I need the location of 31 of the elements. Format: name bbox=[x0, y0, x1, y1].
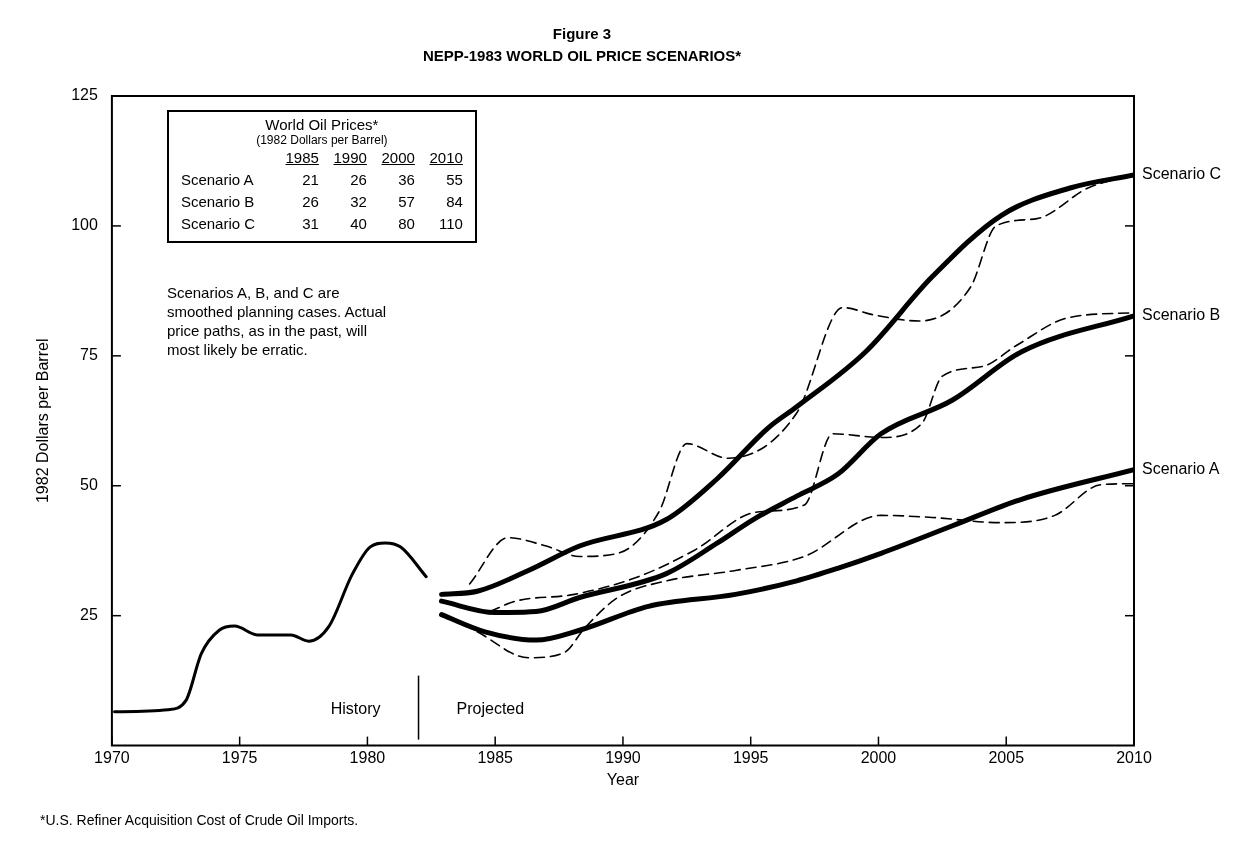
y-tick-label: 75 bbox=[80, 346, 98, 364]
y-tick-label: 50 bbox=[80, 476, 98, 494]
text: Scenario C 31 40 80 110 bbox=[180, 215, 463, 232]
text: Scenario A 21 26 36 55 bbox=[180, 171, 463, 188]
series-label: Scenario A bbox=[1142, 460, 1220, 478]
x-tick-label: 1970 bbox=[94, 748, 130, 766]
y-tick-label: 100 bbox=[71, 216, 98, 234]
y-axis-title: 1982 Dollars per Barrel bbox=[34, 338, 52, 504]
chart-subtitle: NEPP-1983 WORLD OIL PRICE SCENARIOS* bbox=[422, 47, 742, 65]
x-axis-title: Year bbox=[606, 770, 640, 788]
annotation: World Oil Prices* bbox=[264, 116, 380, 133]
text: *U.S. Refiner Acquisition Cost of Crude Oil Imports. bbox=[40, 812, 359, 828]
x-tick-label: 2010 bbox=[1116, 748, 1152, 766]
series-label: Scenario B bbox=[1142, 306, 1221, 324]
annotation: History bbox=[330, 700, 381, 718]
x-tick-label: 1980 bbox=[349, 748, 386, 766]
text: Scenario B 26 32 57 84 bbox=[180, 193, 463, 210]
y-tick-label: 25 bbox=[80, 606, 98, 624]
x-tick-label: 2000 bbox=[860, 748, 897, 766]
chart-title: Figure 3 bbox=[552, 25, 612, 43]
series-label: Scenario C bbox=[1142, 165, 1222, 183]
x-tick-label: 2005 bbox=[988, 748, 1025, 766]
x-tick-label: 1990 bbox=[605, 748, 641, 766]
x-tick-label: 1985 bbox=[477, 748, 514, 766]
annotation: Scenarios A, B, and C are smoothed planning cases. Actual price paths, as in the past, will most likely be erratic. bbox=[166, 283, 388, 359]
y-tick-label: 125 bbox=[71, 86, 98, 104]
annotation: Projected bbox=[456, 700, 525, 718]
x-tick-label: 1975 bbox=[221, 748, 258, 766]
x-tick-label: 1995 bbox=[732, 748, 769, 766]
annotation: 1985 1990 2000 2010 bbox=[284, 148, 463, 168]
annotation: (1982 Dollars per Barrel) bbox=[255, 133, 389, 147]
